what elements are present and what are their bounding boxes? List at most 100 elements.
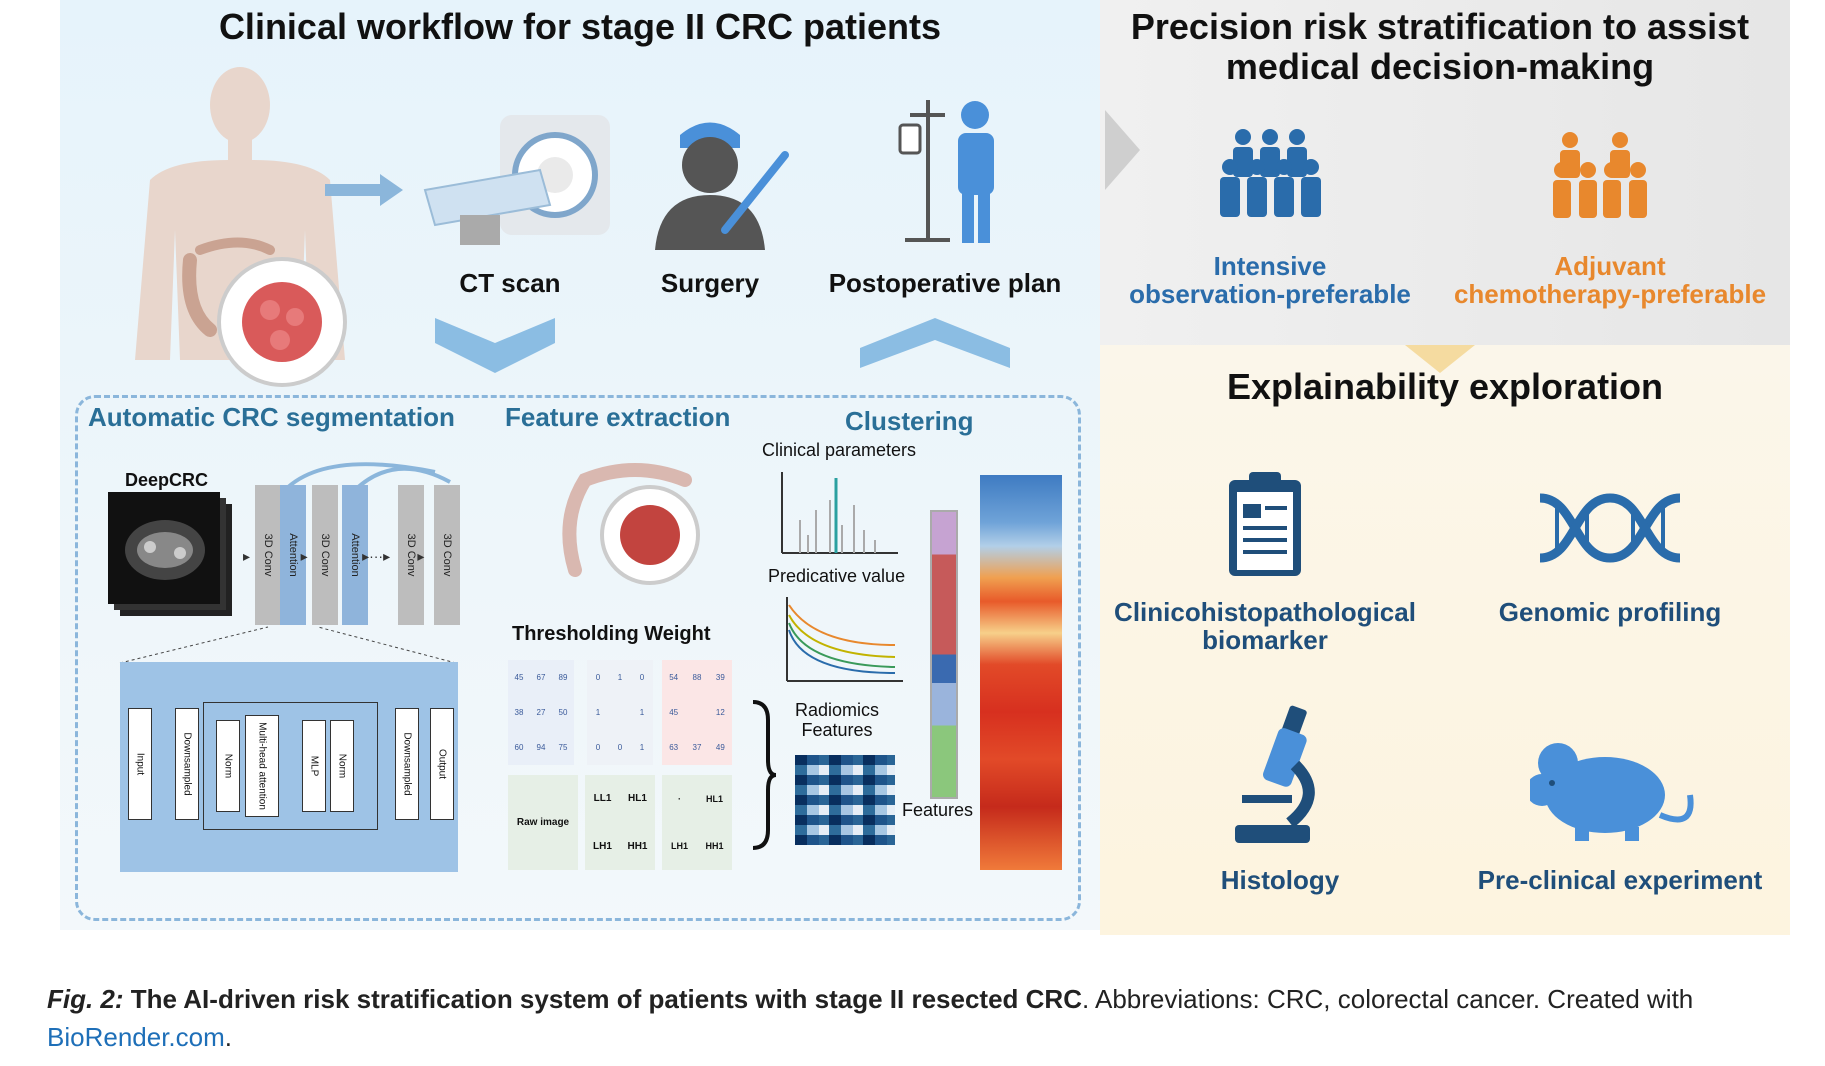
- intensive-observation-label: Intensive observation-preferable: [1110, 252, 1430, 308]
- conv-block-4-label: 3D Conv: [441, 533, 453, 577]
- clinical-parameters-plot: [781, 472, 898, 554]
- mha-block: Multi-head attention: [245, 715, 279, 817]
- downsampled-1-label: Downsampled: [181, 732, 193, 796]
- right-top-panel-bg: [1100, 0, 1790, 345]
- norm-2-label: Norm: [336, 753, 348, 779]
- panel-arrow-icon: [1105, 110, 1140, 190]
- norm-block-2: Norm: [330, 720, 354, 812]
- caption-bold: The AI-driven risk stratification system…: [130, 984, 1082, 1014]
- matrix-b-cell: 0: [639, 673, 645, 682]
- colon-tumor-icon: [562, 463, 700, 585]
- downsampled-block-2: Downsampled: [395, 708, 419, 820]
- surgeon-icon: [655, 122, 789, 250]
- surgery-label: Surgery: [660, 268, 760, 298]
- biorender-link[interactable]: BioRender.com: [47, 1022, 225, 1052]
- zoom-lines: [119, 626, 457, 664]
- ct-slice-image: [125, 520, 205, 580]
- matrix-b-cell: 1: [595, 708, 601, 717]
- hl1-label: HL1: [628, 793, 647, 805]
- mlp-label: MLP: [308, 755, 320, 777]
- ct-scan-label: CT scan: [459, 268, 561, 298]
- segmentation-title: Automatic CRC segmentation: [88, 402, 455, 432]
- transformer-block-frame: [203, 702, 378, 830]
- matrix-c-cell: 45: [669, 708, 679, 717]
- caption-rest: . Abbreviations: CRC, colorectal cancer.…: [1081, 984, 1694, 1014]
- pipeline-box: [75, 395, 1081, 921]
- adjuvant-chemotherapy-label: Adjuvant chemotherapy-preferable: [1440, 252, 1780, 308]
- matrix-a-cell: 94: [536, 743, 546, 752]
- matrix-c-cell: 88: [692, 673, 702, 682]
- matrix-a-cell: 50: [558, 708, 568, 717]
- radiomics-line2: Features: [801, 720, 873, 740]
- raw-image-box: Raw image: [508, 775, 578, 870]
- matrix-b-cell: 0: [617, 743, 623, 752]
- feature-extraction-title: Feature extraction: [505, 402, 731, 432]
- conv-block-3: 3D Conv: [398, 485, 424, 625]
- explainability-title: Explainability exploration: [1226, 366, 1664, 407]
- right-title-line2: medical decision-making: [1225, 46, 1655, 87]
- matrix-a-cell: 45: [514, 673, 524, 682]
- wavelet-box-1: LL1 HL1 LH1 HH1: [585, 775, 655, 870]
- preclinical-experiment-label: Pre-clinical experiment: [1477, 865, 1763, 895]
- sub-band-icon: ·: [678, 793, 681, 804]
- matrix-a-cell: 27: [536, 708, 546, 717]
- radiomics-features-label: Radiomics Features: [795, 700, 879, 740]
- conv-block-4: 3D Conv: [434, 485, 460, 625]
- adjuvant-line1: Adjuvant: [1554, 251, 1666, 281]
- features-label: Features: [902, 800, 974, 820]
- attention-block-1: Attention: [280, 485, 306, 625]
- matrix-a-cell: 89: [558, 673, 568, 682]
- downsampled-block-1: Downsampled: [175, 708, 199, 820]
- mouse-icon: [1530, 743, 1694, 841]
- arrow-right-icon: [325, 174, 403, 206]
- matrix-c-cell: 39: [715, 673, 725, 682]
- chevron-down-icon: [435, 318, 555, 373]
- input-block: Input: [128, 708, 152, 820]
- tumor-magnifier-icon: [217, 257, 347, 387]
- feature-bar: [930, 510, 958, 799]
- orange-people-icon: [1553, 132, 1647, 218]
- thresholding-weight-label: Thresholding Weight: [512, 623, 711, 645]
- radiomics-line1: Radiomics: [795, 700, 880, 720]
- clustering-title: Clustering: [845, 406, 974, 436]
- output-block: Output: [430, 708, 454, 820]
- attention-block-2: Attention: [342, 485, 368, 625]
- dna-icon: [1539, 493, 1681, 563]
- downsampled-2-label: Downsampled: [401, 732, 413, 796]
- matrix-a-cell: 67: [536, 673, 546, 682]
- predictive-value-label: Predicative value: [768, 566, 906, 586]
- left-title: Clinical workflow for stage II CRC patie…: [218, 6, 942, 47]
- intensive-line2: observation-preferable: [1129, 279, 1411, 309]
- intensive-line1: Intensive: [1213, 251, 1327, 281]
- conv-block-2: 3D Conv: [312, 485, 338, 625]
- matrix-c-cell: 63: [669, 743, 679, 752]
- matrix-c: 54 88 39 45 12 63 37 49: [662, 660, 732, 765]
- input-label: Input: [134, 752, 146, 776]
- caption-end: .: [224, 1022, 232, 1052]
- matrix-c-cell: 12: [715, 708, 725, 717]
- right-bottom-panel-bg: [1100, 345, 1790, 935]
- matrix-c-cell: 37: [692, 743, 702, 752]
- ct-scanner-icon: [423, 115, 610, 245]
- skip-connection-arrows: [283, 462, 451, 492]
- matrix-c-cell: 54: [669, 673, 679, 682]
- hh1-label: HH1: [627, 840, 648, 852]
- matrix-b-cell: 0: [595, 673, 601, 682]
- norm-1-label: Norm: [222, 753, 234, 779]
- matrix-b-cell: 1: [639, 708, 645, 717]
- histology-label: Histology: [1220, 865, 1340, 895]
- matrix-a-cell: 60: [514, 743, 524, 752]
- matrix-a: 45 67 89 38 27 50 60 94 75: [508, 660, 574, 765]
- clinicohistopathological-label: Clinicohistopathological biomarker: [1090, 598, 1440, 654]
- matrix-c-cell: 49: [715, 743, 725, 752]
- blue-people-icon: [1220, 129, 1321, 217]
- hl1b-label: HL1: [705, 793, 723, 804]
- hh1b-label: HH1: [705, 841, 724, 852]
- adjuvant-line2: chemotherapy-preferable: [1453, 279, 1767, 309]
- clinical-parameters-label: Clinical parameters: [762, 440, 917, 460]
- ll1-label: LL1: [593, 793, 612, 805]
- deepcrc-label: DeepCRC: [125, 470, 209, 490]
- clipboard-icon: [1229, 472, 1301, 576]
- chevron-up-icon: [860, 318, 1010, 368]
- matrix-b-cell: 1: [617, 673, 623, 682]
